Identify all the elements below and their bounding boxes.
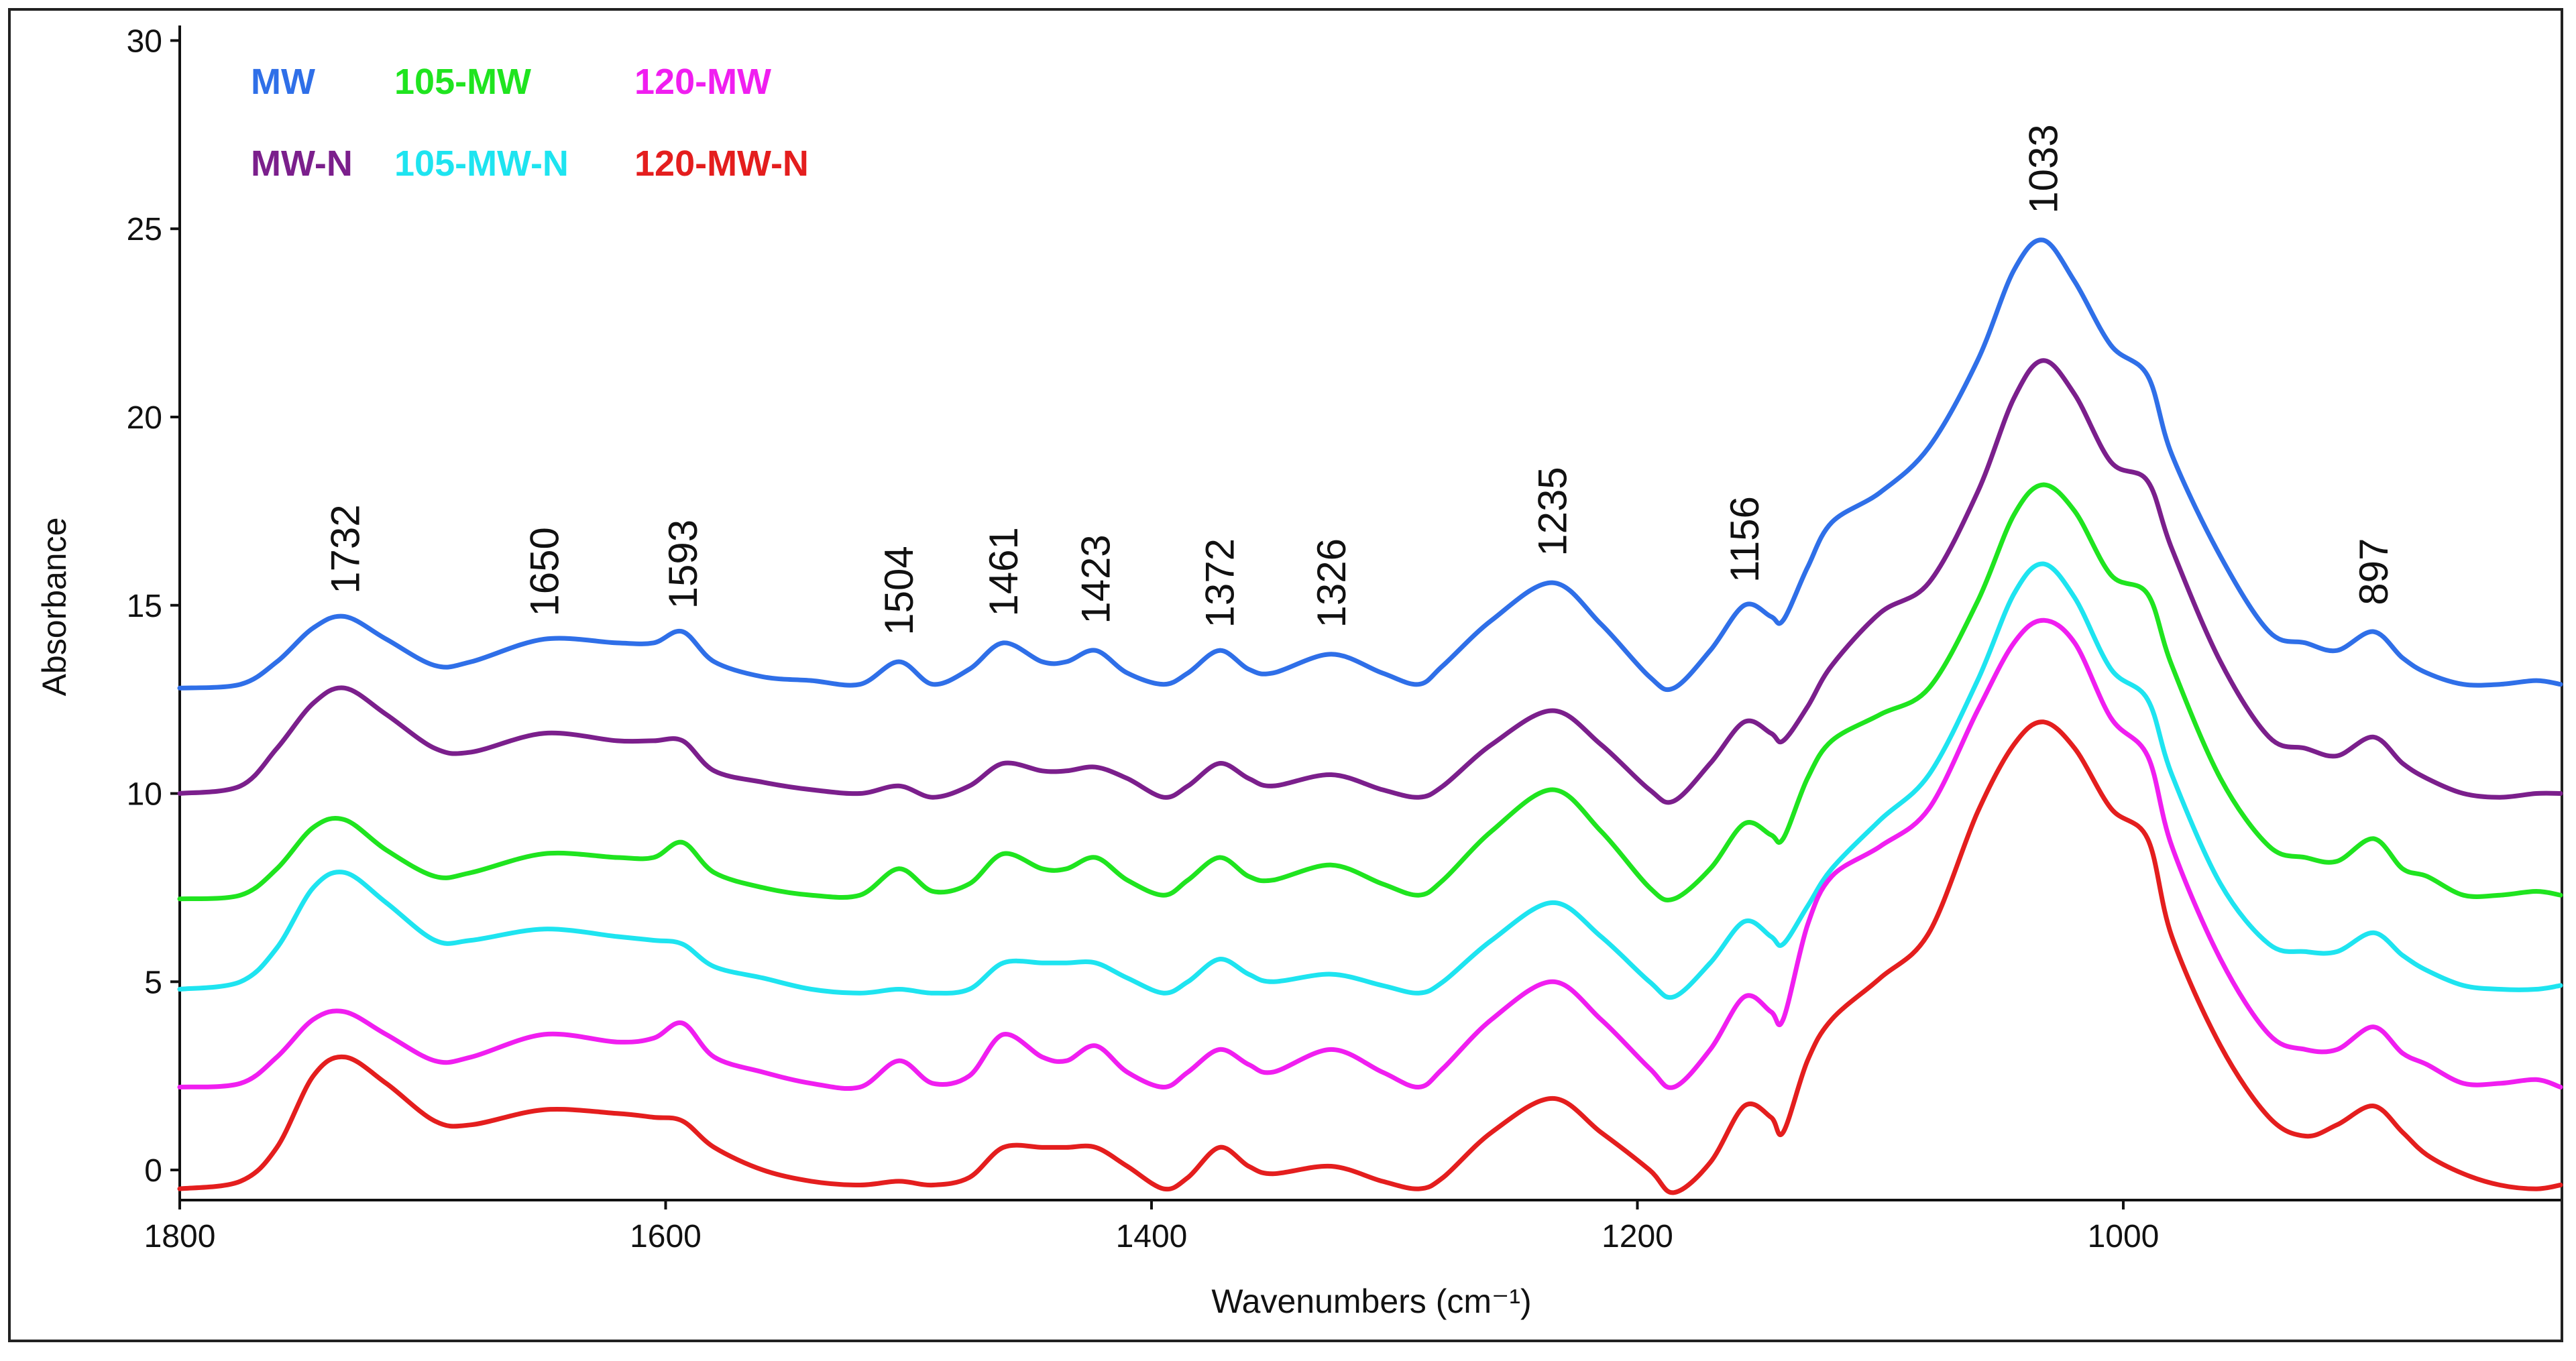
series-line-mw (177, 237, 2563, 693)
y-axis-title: Absorbance (36, 518, 73, 697)
peak-label: 1156 (1722, 496, 1767, 583)
peak-label: 897 (2351, 538, 2396, 605)
legend-entry: 105-MW (394, 62, 531, 102)
x-tick-label: 1000 (2088, 1219, 2160, 1254)
series-line-120-mw-n (177, 719, 2563, 1195)
series-line-105-mw (177, 482, 2563, 902)
peak-label: 1372 (1197, 538, 1242, 628)
series-line-120-mw (177, 617, 2563, 1091)
x-tick-label: 1400 (1116, 1219, 1188, 1254)
y-tick-label: 30 (127, 23, 162, 59)
series-line-105-mw-n (177, 561, 2563, 1000)
x-axis-title: Wavenumbers (cm⁻¹) (1211, 1283, 1531, 1320)
series-lines (177, 237, 2563, 1195)
peak-label: 1504 (877, 546, 921, 635)
legend-entry: 105-MW-N (394, 143, 569, 184)
y-axis-ticks: 0 5 10 15 20 25 30 (127, 23, 180, 1189)
series-line-mw-n (177, 358, 2563, 805)
y-tick-label: 20 (127, 400, 162, 436)
peak-label: 1235 (1530, 467, 1575, 556)
y-tick-label: 5 (144, 965, 162, 1000)
axes (178, 25, 2561, 1201)
x-axis-ticks: 1800 1600 1400 1200 1000 (144, 1200, 2160, 1254)
legend-entry: MW (251, 62, 315, 102)
peak-label: 1732 (323, 504, 368, 593)
peak-label: 1593 (661, 520, 706, 609)
x-tick-label: 1200 (1602, 1219, 1673, 1254)
legend-entry: 120-MW-N (634, 143, 809, 184)
peak-labels: 1732 1650 1593 1504 1461 1423 1372 1326 1235 1156… (323, 124, 2396, 635)
peak-label: 1423 (1074, 534, 1119, 624)
y-tick-label: 10 (127, 777, 162, 813)
y-tick-label: 25 (127, 212, 162, 247)
legend-entry: 120-MW (634, 62, 771, 102)
legend-entry: MW-N (251, 143, 353, 184)
peak-label: 1033 (2021, 124, 2066, 213)
y-tick-label: 15 (127, 589, 162, 624)
legend: MW 105-MW 120-MW MW-N 105-MW-N 120-MW-N (251, 62, 809, 184)
peak-label: 1650 (522, 527, 567, 616)
x-tick-label: 1800 (144, 1219, 216, 1254)
peak-label: 1326 (1309, 538, 1354, 628)
y-tick-label: 0 (144, 1153, 162, 1189)
peak-label: 1461 (981, 527, 1026, 616)
x-tick-label: 1600 (630, 1219, 702, 1254)
